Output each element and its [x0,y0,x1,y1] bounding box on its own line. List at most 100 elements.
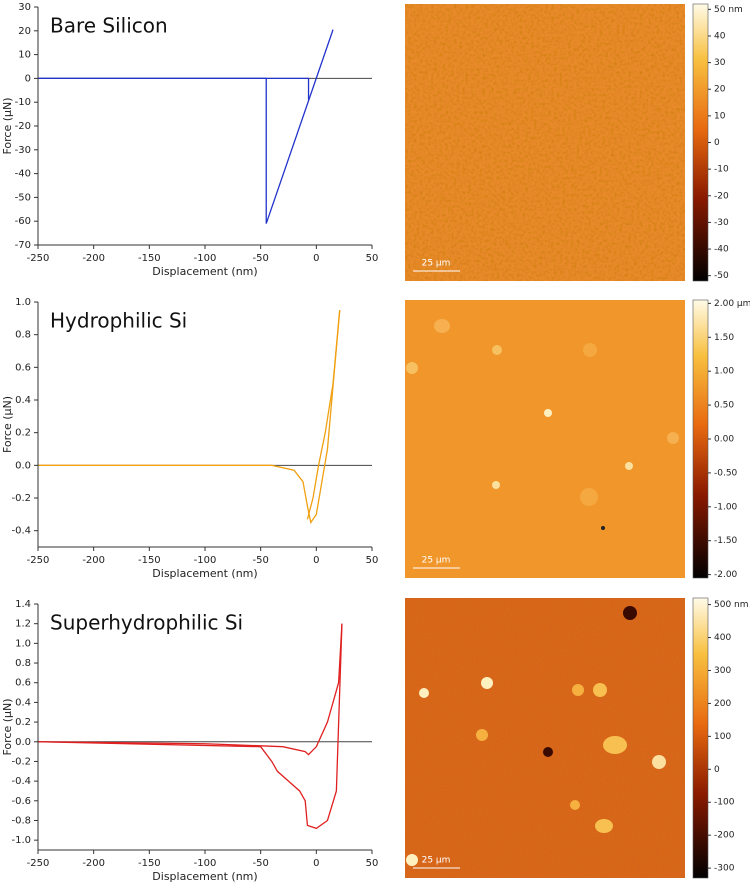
y-tick-label: -1.0 [11,835,31,846]
y-tick-label: -30 [15,145,31,156]
chart-title: Hydrophilic Si [50,309,187,333]
colorbar [692,3,709,282]
colorbar-tick-label: -1.50 [714,536,738,546]
x-tick-label: -250 [27,858,50,869]
y-tick-label: -50 [15,192,31,203]
y-tick-label: -0.8 [11,815,31,826]
x-tick-label: -250 [27,253,50,264]
x-tick-label: -150 [138,555,161,566]
force-curve [37,623,343,830]
colorbar-tick-label: -2.00 [714,570,738,580]
y-tick-label: 1.0 [15,638,31,649]
colorbar-tick-label: -10 [714,165,729,175]
force-curve [38,310,341,525]
y-tick-label: 30 [18,2,31,13]
afm-image-1 [405,4,685,281]
colorbar-tick-label: 200 [714,699,731,709]
colorbar-tick-label: 2.00 µm [714,299,750,309]
x-tick-label: -150 [138,253,161,264]
colorbar-tick-label: -1.00 [714,502,738,512]
scale-bar-label: 25 µm [422,856,451,866]
y-tick-label: 10 [18,50,31,61]
x-axis-label: Displacement (nm) [152,870,257,882]
x-tick-label: 50 [366,858,379,869]
y-tick-label: -0.2 [11,493,31,504]
y-tick-label: 0.6 [15,678,31,689]
x-tick-label: -250 [27,555,50,566]
y-tick-label: -60 [15,216,31,227]
y-tick-label: 0.0 [15,737,31,748]
y-tick-label: 20 [18,26,31,37]
colorbar-tick-label: -200 [714,831,735,841]
y-tick-label: -0.6 [11,796,31,807]
x-axis-label: Displacement (nm) [152,567,257,580]
colorbar-tick-label: -100 [714,798,735,808]
colorbar-tick-label: 300 [714,666,731,676]
x-tick-label: -200 [82,253,105,264]
x-tick-label: -100 [194,253,217,264]
colorbar-tick-label: -50 [714,271,729,281]
y-tick-label: -0.4 [11,776,31,787]
y-tick-label: 0.6 [15,362,31,373]
colorbar-tick-label: 0 [714,138,720,148]
afm-image-2 [405,300,685,578]
colorbar-tick-label: 1.00 [714,367,734,377]
colorbar-tick-label: 30 [714,58,726,68]
colorbar-tick-label: 100 [714,732,731,742]
y-axis-label: Force (µN) [1,396,14,453]
y-tick-label: -20 [15,121,31,132]
afm-image-3 [405,598,685,878]
y-tick-label: 0.8 [15,330,31,341]
force-curve [38,29,334,224]
colorbar-tick-label: -40 [714,245,729,255]
x-axis-label: Displacement (nm) [152,265,257,278]
x-tick-label: 50 [366,555,379,566]
scale-bar-label: 25 µm [422,556,451,566]
x-tick-label: 0 [313,555,319,566]
x-tick-label: -100 [194,555,217,566]
y-tick-label: 1.0 [15,297,31,308]
colorbar-tick-label: 500 nm [714,600,749,610]
colorbar-tick-label: 0.00 [714,435,734,445]
y-tick-label: 1.2 [15,619,31,630]
y-tick-label: -10 [15,97,31,108]
x-tick-label: -50 [252,555,268,566]
colorbar-tick-label: -0.50 [714,468,738,478]
colorbar-tick-label: -20 [714,191,729,201]
y-tick-label: 1.4 [15,599,31,610]
y-tick-label: 0.4 [15,395,31,406]
colorbar-tick-label: -300 [714,864,735,874]
x-tick-label: 0 [313,253,319,264]
x-tick-label: 50 [366,253,379,264]
x-tick-label: -200 [82,555,105,566]
colorbar-tick-label: 20 [714,85,726,95]
y-axis-label: Force (µN) [1,698,14,755]
colorbar-tick-label: -30 [714,218,729,228]
y-tick-label: 0.2 [15,428,31,439]
x-tick-label: -50 [252,253,268,264]
y-tick-label: -70 [15,240,31,251]
chart-title: Bare Silicon [50,14,168,38]
scale-bar-label: 25 µm [422,259,451,269]
colorbar-tick-label: 0 [714,765,720,775]
y-tick-label: 0.0 [15,460,31,471]
y-tick-label: 0.8 [15,658,31,669]
colorbar-tick-label: 1.50 [714,333,734,343]
force-curve [306,310,341,520]
colorbar-tick-label: 0.50 [714,401,734,411]
force-curve [37,623,343,756]
chart-title: Superhydrophilic Si [50,611,243,635]
x-tick-label: 0 [313,858,319,869]
colorbar-tick-label: 400 [714,633,731,643]
y-tick-label: 0.2 [15,717,31,728]
colorbar [692,597,709,879]
y-tick-label: -40 [15,169,31,180]
x-tick-label: -50 [252,858,268,869]
colorbar-tick-label: 10 [714,111,726,121]
y-tick-label: 0 [25,73,31,84]
colorbar [692,299,709,579]
x-tick-label: -100 [194,858,217,869]
x-tick-label: -150 [138,858,161,869]
